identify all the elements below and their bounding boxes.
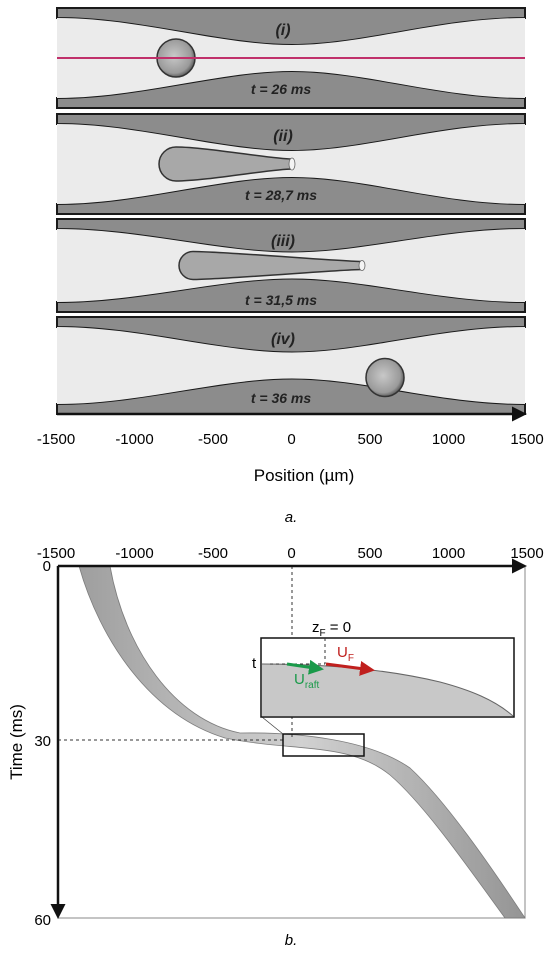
panel-b-y-axis-label: Time (ms) (7, 704, 26, 780)
panel-a: (i) t = 26 ms (ii) t = 28,7 ms (iii) t = 31,5… (37, 7, 544, 526)
panel-b-x-tick: 1000 (432, 545, 465, 562)
panel-b-x-tick: 1500 (510, 545, 543, 562)
panel-a-caption: a. (285, 509, 298, 526)
panel-b-x-tick: -1500 (37, 545, 75, 562)
droplet (365, 357, 405, 398)
uf-label: UF (337, 644, 354, 664)
zf-label: zF = 0 (312, 619, 351, 639)
micrograph-frame: (ii) t = 28,7 ms (56, 113, 526, 215)
frame-time: t = 26 ms (251, 81, 312, 97)
inset: zF = 0 t UF Uraft (252, 619, 515, 718)
zoom-region-box (282, 733, 365, 757)
uf-arrow (325, 661, 375, 676)
frame-label: (iii) (271, 233, 295, 250)
droplet-raft (178, 250, 363, 281)
panel-b-y-tick: 60 (34, 912, 51, 929)
panel-b-y-tick: 0 (43, 558, 51, 575)
panel-b-y-tick: 30 (34, 733, 51, 750)
micrograph-frame: (iv) t = 36 ms (56, 316, 526, 415)
uraft-arrow (286, 659, 324, 675)
panel-b-x-tick: 500 (357, 545, 382, 562)
frame-time: t = 31,5 ms (245, 292, 317, 308)
panel-b-x-tick: -500 (198, 545, 228, 562)
frame-label: (ii) (273, 128, 293, 145)
frame-label: (iv) (271, 331, 295, 348)
panel-a-x-tick: 1000 (432, 431, 465, 448)
uraft-label: Uraft (294, 671, 320, 691)
panel-a-x-axis-label: Position (µm) (254, 466, 354, 485)
panel-a-x-tick: 1500 (510, 431, 543, 448)
zoom-connector (261, 716, 284, 735)
frame-time: t = 36 ms (251, 390, 312, 406)
panel-b: zF = 0 t UF Uraft -1500 -1000 -500 0 500 1000… (7, 545, 544, 949)
panel-a-x-tick: 0 (287, 431, 295, 448)
panel-a-x-tick: -1000 (115, 431, 153, 448)
panel-a-x-tick: 500 (357, 431, 382, 448)
droplet-raft (158, 146, 293, 182)
panel-b-x-tick: 0 (287, 545, 295, 562)
panel-b-caption: b. (285, 932, 298, 949)
frame-label: (i) (275, 22, 290, 39)
frame-time: t = 28,7 ms (245, 187, 317, 203)
panel-b-x-tick: -1000 (115, 545, 153, 562)
panel-a-x-tick: -500 (198, 431, 228, 448)
panel-a-x-tick: -1500 (37, 431, 75, 448)
micrograph-frame: (iii) t = 31,5 ms (56, 218, 526, 313)
droplet-trajectory-band (78, 565, 526, 919)
inset-t-label: t (252, 655, 257, 672)
